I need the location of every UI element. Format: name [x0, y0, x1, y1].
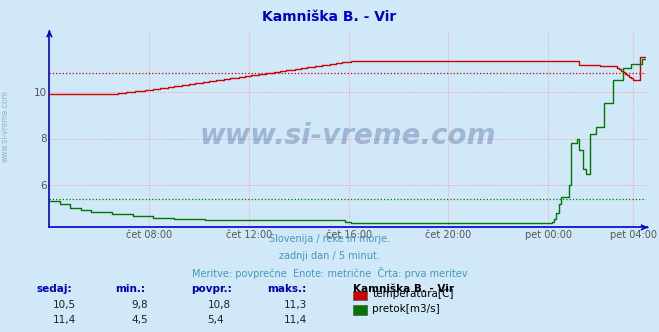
Text: 11,4: 11,4 [53, 315, 76, 325]
Text: maks.:: maks.: [267, 284, 306, 294]
Text: sedaj:: sedaj: [36, 284, 72, 294]
Text: 9,8: 9,8 [132, 300, 148, 310]
Text: 5,4: 5,4 [208, 315, 224, 325]
Text: zadnji dan / 5 minut.: zadnji dan / 5 minut. [279, 251, 380, 261]
Text: min.:: min.: [115, 284, 146, 294]
Text: 10,8: 10,8 [208, 300, 231, 310]
Text: Meritve: povprečne  Enote: metrične  Črta: prva meritev: Meritve: povprečne Enote: metrične Črta:… [192, 267, 467, 279]
Text: temperatura[C]: temperatura[C] [372, 289, 454, 299]
Text: 11,3: 11,3 [283, 300, 306, 310]
Text: pretok[m3/s]: pretok[m3/s] [372, 304, 440, 314]
Text: Slovenija / reke in morje.: Slovenija / reke in morje. [269, 234, 390, 244]
Text: www.si-vreme.com: www.si-vreme.com [200, 122, 496, 150]
Text: Kamniška B. - Vir: Kamniška B. - Vir [262, 10, 397, 24]
Text: Kamniška B. - Vir: Kamniška B. - Vir [353, 284, 453, 294]
Text: 10,5: 10,5 [53, 300, 76, 310]
Text: 11,4: 11,4 [283, 315, 306, 325]
Text: 4,5: 4,5 [132, 315, 148, 325]
Text: www.si-vreme.com: www.si-vreme.com [1, 90, 10, 162]
Text: povpr.:: povpr.: [191, 284, 232, 294]
